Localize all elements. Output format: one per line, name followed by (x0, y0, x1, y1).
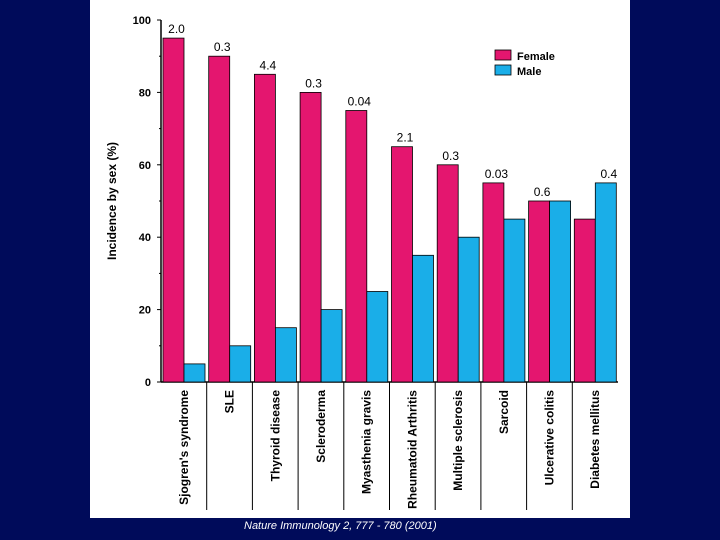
bar-female (528, 200, 551, 383)
y-tick-label: 40 (139, 232, 151, 244)
chart-panel: 0 20 40 60 80 100 Incidence by sex (%) Sjogren'… (90, 0, 630, 518)
y-tick-label: 100 (133, 15, 151, 27)
ratio-annotation: 2.0 (168, 22, 185, 36)
ratio-annotation: 0.3 (442, 149, 459, 163)
ratio-annotation: 2.1 (397, 131, 414, 145)
bar-female (482, 182, 505, 383)
bar-male (274, 327, 297, 383)
category-label: Sarcoid (497, 390, 511, 434)
bar-chart: 0 20 40 60 80 100 Incidence by sex (%) Sjogren'… (105, 15, 618, 510)
y-tick-label: 60 (139, 160, 151, 172)
bar-female (253, 73, 276, 383)
bar-male (549, 200, 572, 383)
citation-ref: 2, 777 - 780 (2001) (343, 520, 437, 532)
bar-male (229, 345, 252, 383)
ratio-annotation: 0.03 (485, 167, 509, 181)
bar-female (208, 55, 231, 383)
category-label: Sjogren's syndrome (177, 390, 191, 505)
bar-male (183, 363, 206, 383)
bar-male (320, 309, 343, 383)
ratio-annotation: 4.4 (260, 58, 277, 72)
ratio-annotation: 0.04 (348, 95, 372, 109)
category-label: SLE (223, 390, 237, 413)
category-label: Thyroid disease (268, 390, 282, 482)
bar-male (412, 254, 434, 383)
bar-female (299, 92, 322, 383)
category-label: Ulcerative colitis (542, 390, 556, 486)
y-tick-label: 80 (139, 87, 151, 99)
legend-swatch-male (494, 64, 512, 76)
citation-journal: Nature Immunology (244, 520, 340, 532)
citation: Nature Immunology 2, 777 - 780 (2001) (244, 520, 437, 532)
bar-female (345, 110, 368, 383)
bar-male (457, 236, 480, 383)
bar-male (594, 182, 617, 383)
bar-female (162, 37, 185, 383)
bar-male (366, 291, 389, 383)
y-tick-label: 20 (139, 305, 151, 317)
ratio-annotation: 0.6 (534, 185, 551, 199)
legend-swatch-female (494, 49, 512, 61)
category-label: Diabetes mellitus (588, 390, 602, 489)
y-axis-label: Incidence by sex (%) (105, 142, 119, 260)
legend-label-female: Female (517, 51, 555, 63)
bar-female (436, 164, 459, 383)
ratio-annotation: 0.3 (305, 76, 322, 90)
ratio-annotation: 0.4 (600, 167, 617, 181)
bar-female (391, 146, 413, 383)
bar-male (503, 218, 526, 383)
bar-female (573, 218, 596, 383)
ratio-annotation: 0.3 (214, 40, 231, 54)
category-label: Multiple sclerosis (451, 390, 465, 491)
category-label: Rheumatoid Arthritis (405, 390, 419, 509)
y-tick-label: 0 (145, 377, 151, 389)
category-label: Scleroderma (314, 390, 328, 463)
category-label: Myasthenia gravis (360, 390, 374, 494)
legend-label-male: Male (517, 66, 541, 78)
